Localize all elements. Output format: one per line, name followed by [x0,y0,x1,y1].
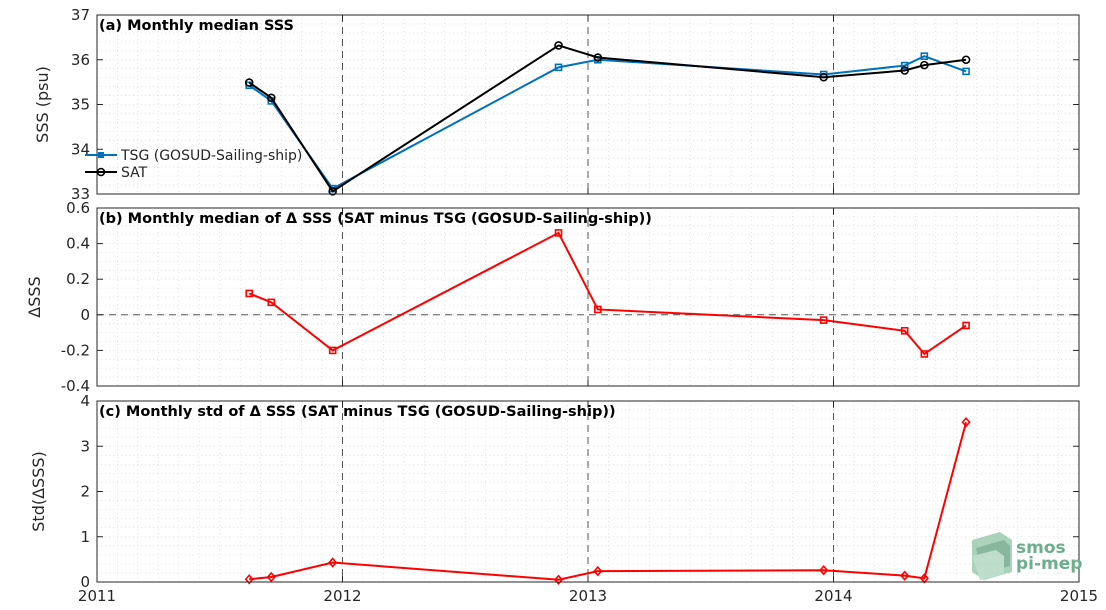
panel-b-series [245,229,970,358]
x-tick-label: 2012 [323,587,361,605]
panel-c-series [244,417,971,585]
data-point-square [962,321,970,330]
logo-line2: pi-mep [1016,554,1082,574]
x-tick-label: 2011 [78,587,116,605]
panel-b-delta-sss: -0.4 -0.2 0 0.2 0.4 0.6 (b) Monthly median of… [25,199,1080,395]
panel-a-y-axis: 33 34 35 36 37 [71,6,1080,203]
data-point-diamond [553,574,564,585]
data-point-circle [920,60,929,70]
smos-pi-mep-logo: smos pi-mep [972,532,1082,580]
logo-emblem-icon [972,532,1012,580]
y-tick-label: 34 [71,140,90,158]
data-point-square [920,52,929,60]
y-tick-label: 3 [80,437,90,455]
panel-b-title: (b) Monthly median of Δ SSS (SAT minus T… [99,211,652,227]
series-line-a-0 [248,55,967,190]
data-point-square [554,63,563,72]
legend-sat-marker [96,167,106,177]
data-point-square [267,298,276,307]
data-point-square [819,316,828,324]
panel-c-ylabel: Std(ΔSSS) [29,451,48,531]
data-point-circle [961,55,971,65]
logo-line1: smos [1016,538,1066,558]
data-point-square [900,61,909,70]
series-line-b-0 [248,231,967,356]
y-tick-label: 37 [71,6,90,24]
y-tick-label: 4 [80,392,90,410]
data-point-circle [900,66,909,75]
data-point-circle [554,41,563,50]
legend-sat-label: SAT [121,165,148,181]
panel-b-year-lines [97,208,1079,386]
y-tick-label: 0.4 [66,235,90,253]
series-line-a-1 [248,44,967,193]
y-tick-label: 1 [80,528,90,546]
data-point-circle [328,187,337,196]
panel-a-legend: TSG (GOSUD-Sailing-ship) SAT [85,148,302,181]
data-point-diamond [900,570,910,581]
y-tick-label: -0.4 [61,377,90,395]
panel-a-series [244,41,971,196]
data-point-circle [593,53,603,62]
x-tick-label: 2014 [814,587,852,605]
legend-tsg-marker [98,152,104,158]
panel-a-year-lines [342,15,834,194]
y-tick-label: 2 [80,483,90,501]
panel-c-year-lines [342,401,834,582]
y-tick-label: 0.6 [66,199,90,217]
y-tick-label: 35 [71,96,90,114]
panel-a-ylabel: SSS (psu) [33,66,52,143]
data-point-diamond [244,574,254,585]
panel-a-sss: 33 34 35 36 37 (a) Monthly median SSS SSS (p… [33,6,1080,203]
panel-c-y-axis: 0 1 2 3 4 [80,392,1080,591]
panel-b-y-axis: -0.4 -0.2 0 0.2 0.4 0.6 [61,199,1080,395]
y-tick-label: 0.2 [66,270,90,288]
data-point-diamond [593,565,603,577]
y-tick-label: 33 [71,185,90,203]
data-point-square [328,346,337,355]
x-tick-label: 2015 [1060,587,1098,605]
y-tick-label: 0 [80,306,90,324]
data-point-square [900,327,909,335]
panel-c-std-delta-sss: 0 1 2 3 4 2011 2012 2013 2014 2015 (c) Monthly s… [29,392,1098,605]
panel-c-x-axis: 2011 2012 2013 2014 2015 [78,587,1098,605]
y-tick-label: 36 [71,51,90,69]
data-point-circle [244,78,254,87]
data-point-square [554,229,563,237]
data-point-diamond [961,417,971,428]
data-point-square [962,67,970,76]
series-line-c-0 [249,422,968,581]
x-tick-label: 2013 [569,587,607,605]
legend-tsg-label: TSG (GOSUD-Sailing-ship) [120,148,302,164]
panel-b-ylabel: ΔSSS [25,276,44,317]
data-point-circle [267,93,276,103]
panel-c-title: (c) Monthly std of Δ SSS (SAT minus TSG … [99,404,616,420]
data-point-diamond [266,571,276,583]
data-point-square [245,289,254,298]
data-point-circle [819,72,828,82]
panel-a-title: (a) Monthly median SSS [99,18,294,34]
data-point-diamond [328,557,338,568]
data-point-diamond [819,565,829,576]
data-point-square [920,350,929,358]
y-tick-label: -0.2 [61,341,90,359]
y-tick-label: 0 [80,573,90,591]
data-point-square [594,305,602,314]
